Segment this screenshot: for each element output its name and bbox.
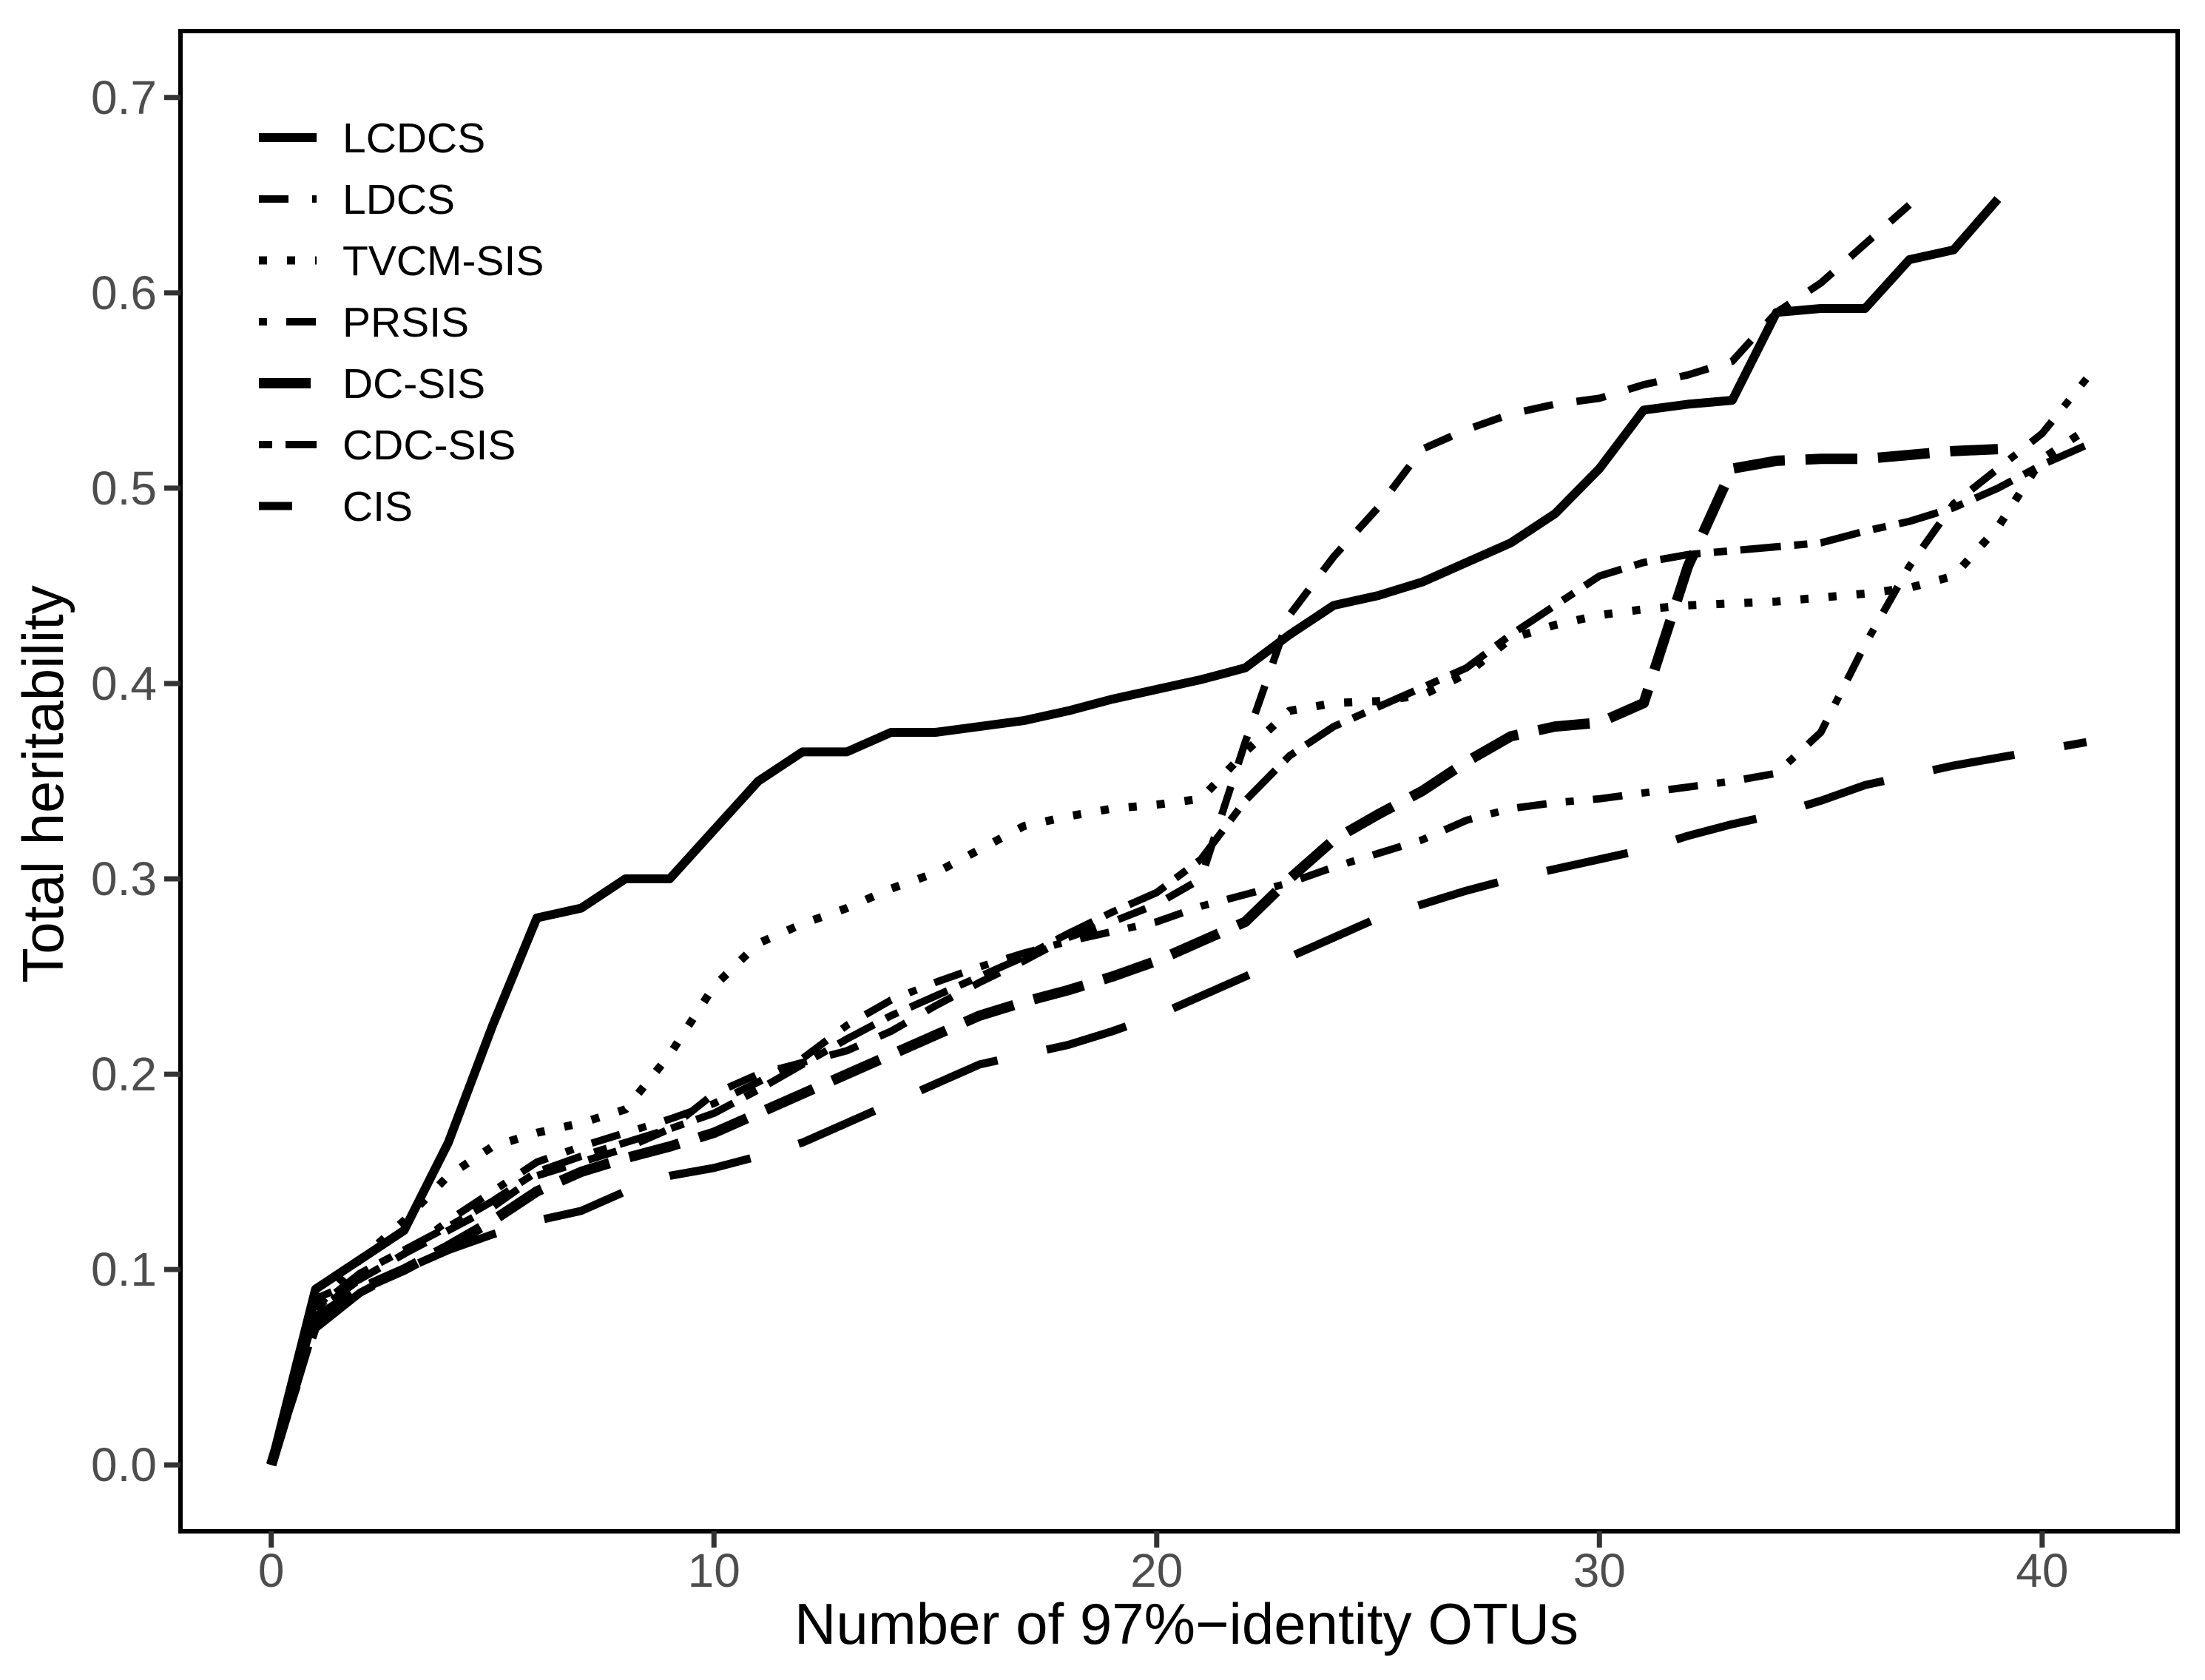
legend-label-prsis: PRSIS bbox=[342, 299, 469, 346]
y-tick-label: 0.1 bbox=[91, 1243, 157, 1296]
legend-label-lcdcs: LCDCS bbox=[342, 115, 485, 162]
x-tick-label: 20 bbox=[1130, 1544, 1183, 1597]
y-tick-label: 0.0 bbox=[91, 1438, 157, 1491]
x-tick-label: 30 bbox=[1573, 1544, 1626, 1597]
y-tick-label: 0.3 bbox=[91, 852, 157, 905]
panel-background bbox=[180, 31, 2178, 1531]
legend-label-ldcs: LDCS bbox=[342, 176, 455, 223]
x-axis-title: Number of 97%−identity OTUs bbox=[794, 1591, 1578, 1656]
y-tick-label: 0.5 bbox=[91, 462, 157, 515]
x-tick-label: 10 bbox=[688, 1544, 740, 1597]
y-axis-ticks: 0.0 0.1 0.2 0.3 0.4 0.5 0.6 0.7 bbox=[91, 71, 180, 1491]
y-tick-label: 0.6 bbox=[91, 266, 157, 320]
legend-label-cis: CIS bbox=[342, 483, 413, 530]
y-tick-label: 0.7 bbox=[91, 71, 157, 124]
series-line-lcdcs bbox=[266, 196, 2002, 1466]
series-line-prsis bbox=[267, 376, 2090, 1466]
series-line-cdc-sis bbox=[267, 442, 2088, 1466]
series-line-dc-sis bbox=[266, 444, 1999, 1467]
legend-label-cdc-sis: CDC-SIS bbox=[342, 422, 516, 469]
series-line-ldcs bbox=[267, 202, 1912, 1466]
x-tick-label: 40 bbox=[2016, 1544, 2068, 1597]
y-axis-title: Total heritability bbox=[10, 585, 75, 983]
legend-label-dc-sis: DC-SIS bbox=[342, 360, 485, 408]
series-lines bbox=[266, 196, 2090, 1467]
series-line-cis bbox=[267, 738, 2087, 1466]
x-tick-label: 0 bbox=[258, 1544, 285, 1597]
panel-border bbox=[178, 29, 2180, 1534]
legend-label-tvcm-sis: TVCM-SIS bbox=[342, 237, 544, 285]
x-axis-ticks: 0 10 20 30 40 bbox=[258, 1531, 2068, 1597]
y-tick-label: 0.2 bbox=[91, 1048, 157, 1101]
legend: LCDCS LDCS TVCM-SIS PRSIS DC-SIS CDC-SIS CIS bbox=[259, 115, 544, 530]
y-tick-label: 0.4 bbox=[91, 657, 157, 710]
